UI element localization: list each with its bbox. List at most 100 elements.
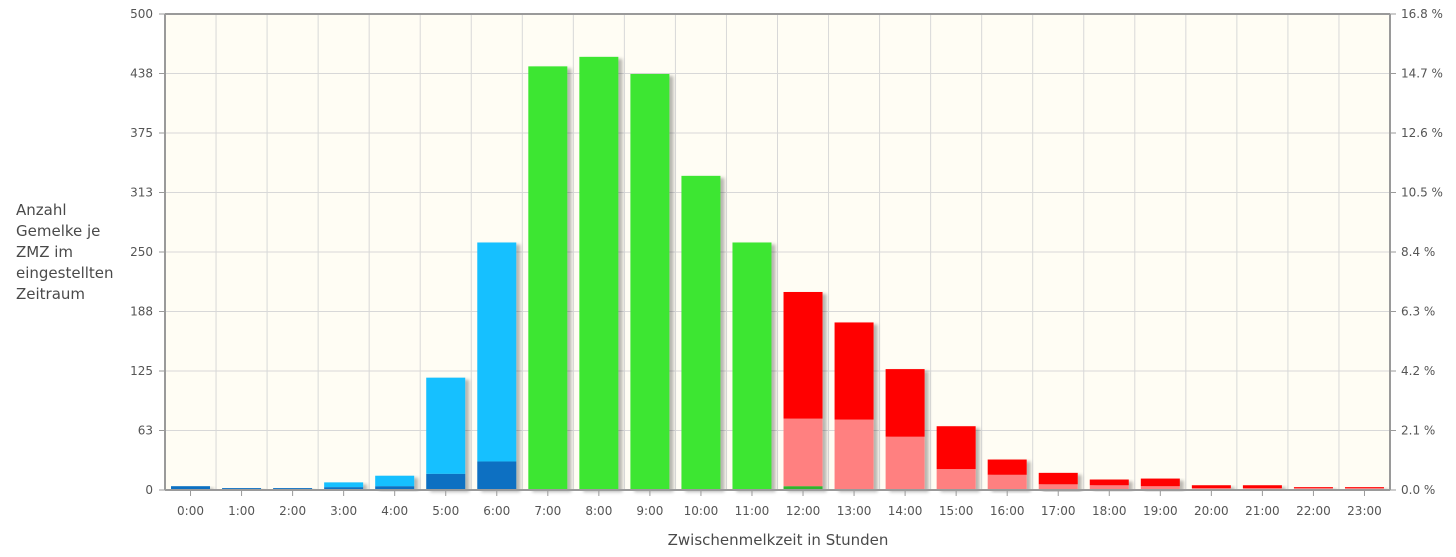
bar-segment: [1242, 485, 1282, 489]
y2-tick-label: 10.5 %: [1401, 186, 1443, 200]
bar-stack: [528, 66, 568, 491]
bar-segment: [1089, 479, 1129, 486]
bar-segment: [987, 474, 1027, 490]
bar-segment: [375, 486, 415, 490]
bar-segment: [1140, 486, 1180, 490]
bar-segment: [987, 459, 1027, 475]
bar-segment: [885, 369, 925, 437]
bar-segment: [375, 475, 415, 487]
y2-tick-label: 14.7 %: [1401, 67, 1443, 81]
bar-stack: [477, 242, 517, 490]
bar-stack: [324, 482, 364, 490]
bar-stack: [1038, 472, 1078, 490]
bar-stack: [936, 426, 976, 490]
y-axis-title-line: Gemelke je: [16, 222, 101, 240]
bar-segment: [1140, 478, 1180, 487]
x-tick-label: 21:00: [1245, 504, 1280, 518]
y-tick-label: 438: [130, 67, 153, 81]
y2-tick-label: 16.8 %: [1401, 7, 1443, 21]
y-tick-label: 188: [130, 305, 153, 319]
bar-segment: [477, 242, 517, 462]
y2-tick-labels: 0.0 % 2.1 % 4.2 % 6.3 % 8.4 % 10.5 % 12.6 % 14.…: [1401, 7, 1443, 497]
x-tick-label: 20:00: [1194, 504, 1229, 518]
bar-segment: [885, 436, 925, 490]
y-tick-label: 0: [145, 483, 153, 497]
x-tick-label: 16:00: [990, 504, 1025, 518]
y-axis-title-line: ZMZ im: [16, 243, 74, 261]
y2-tick-label: 0.0 %: [1401, 483, 1435, 497]
x-tick-label: 1:00: [228, 504, 255, 518]
x-tick-label: 0:00: [177, 504, 204, 518]
y2-tick-label: 6.3 %: [1401, 305, 1435, 319]
axes: [159, 13, 1396, 496]
bar-segment: [834, 419, 874, 490]
bar-segment: [630, 73, 670, 490]
x-tick-label: 13:00: [837, 504, 872, 518]
x-tick-label: 6:00: [483, 504, 510, 518]
bar-segment: [426, 473, 466, 490]
bar-segment: [936, 469, 976, 490]
bar-segment: [528, 66, 568, 491]
bar-segment: [936, 426, 976, 470]
bar-segment: [579, 56, 619, 491]
bar-stack: [732, 242, 772, 490]
x-tick-label: 10:00: [684, 504, 719, 518]
bar-stack: [426, 377, 466, 490]
bar-segment: [426, 377, 466, 474]
bar-segment: [1344, 487, 1384, 489]
x-tick-label: 19:00: [1143, 504, 1178, 518]
bar-stack: [885, 369, 925, 490]
bar-segment: [171, 486, 211, 490]
y2-tick-label: 12.6 %: [1401, 126, 1443, 140]
y-tick-label: 500: [130, 7, 153, 21]
bar-stack: [783, 291, 823, 490]
bar-stack: [579, 56, 619, 491]
y2-tick-label: 4.2 %: [1401, 364, 1435, 378]
bar-stack: [834, 322, 874, 490]
bar-segment: [324, 482, 364, 488]
x-tick-label: 17:00: [1041, 504, 1076, 518]
bar-stack: [171, 486, 211, 490]
y-tick-label: 63: [138, 424, 153, 438]
bar-stack: [630, 73, 670, 490]
bar-segment: [477, 461, 517, 490]
bar-segment: [1191, 485, 1231, 489]
bar-stack: [681, 175, 721, 490]
x-tick-labels: 0:00 1:00 2:00 3:00 4:00 5:00 6:00 7:00 8:00 9:00…: [177, 504, 1382, 518]
bar-stack: [1089, 479, 1129, 490]
bars: [171, 56, 1384, 491]
y-axis-title-line: eingestellten: [16, 264, 114, 282]
y-axis-title-line: Anzahl: [16, 201, 67, 219]
x-tick-label: 4:00: [381, 504, 408, 518]
bar-segment: [732, 242, 772, 490]
bar-segment: [324, 487, 364, 490]
bar-segment: [783, 486, 823, 490]
x-tick-label: 5:00: [432, 504, 459, 518]
x-axis-title: Zwischenmelkzeit in Stunden: [668, 531, 889, 549]
y-axis-title: Anzahl Gemelke je ZMZ im eingestellten Z…: [16, 200, 136, 305]
bar-segment: [1293, 487, 1333, 489]
x-tick-label: 11:00: [735, 504, 770, 518]
bar-segment: [681, 175, 721, 490]
bar-segment: [1038, 472, 1078, 485]
bar-segment: [834, 322, 874, 420]
y-tick-labels: 0 63 125 188 250 313 375 438 500: [130, 7, 153, 497]
bar-segment: [783, 291, 823, 419]
x-tick-label: 18:00: [1092, 504, 1127, 518]
bar-stack: [987, 459, 1027, 490]
y2-tick-label: 8.4 %: [1401, 245, 1435, 259]
bar-segment: [783, 418, 823, 487]
y-tick-label: 250: [130, 245, 153, 259]
x-tick-label: 8:00: [585, 504, 612, 518]
bar-segment: [1089, 485, 1129, 490]
x-tick-label: 22:00: [1296, 504, 1331, 518]
x-tick-label: 15:00: [939, 504, 974, 518]
y-tick-label: 375: [130, 126, 153, 140]
x-tick-label: 12:00: [786, 504, 821, 518]
x-tick-label: 23:00: [1347, 504, 1382, 518]
y-tick-label: 125: [130, 364, 153, 378]
x-tick-label: 9:00: [636, 504, 663, 518]
x-tick-label: 2:00: [279, 504, 306, 518]
bar-segment: [1038, 484, 1078, 490]
